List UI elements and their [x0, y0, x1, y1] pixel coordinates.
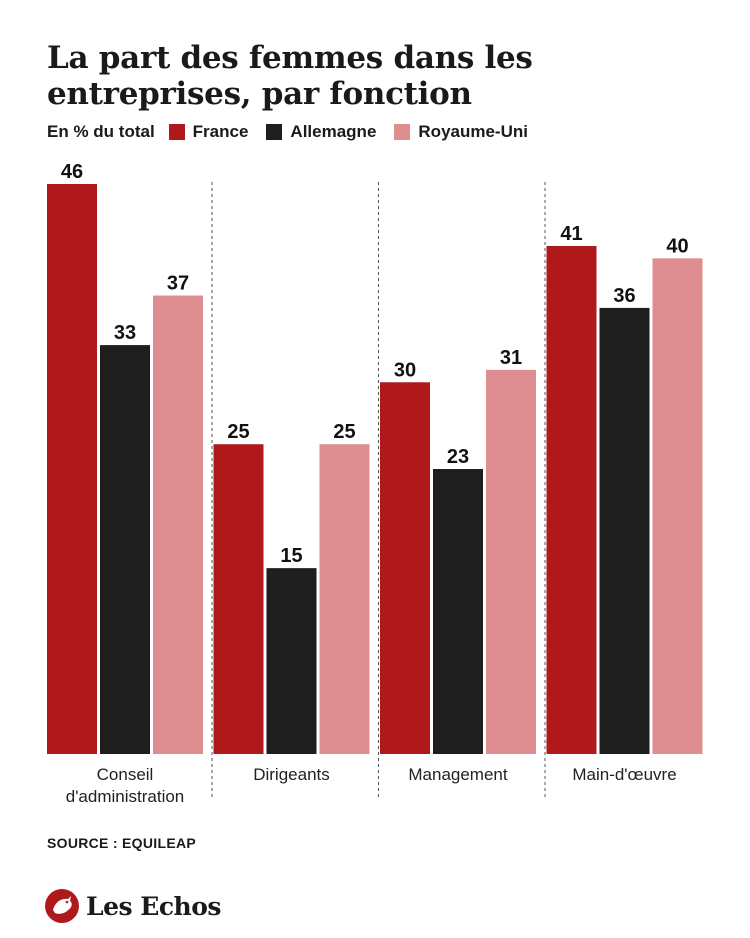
- rooster-icon: [45, 889, 79, 923]
- legend-item-royaume-uni: Royaume-Uni: [394, 122, 528, 142]
- value-label: 41: [560, 223, 582, 245]
- bar-chart: 46 33 37 Conseil d'administration 25 15 25 Dirig…: [47, 161, 703, 806]
- legend-swatch-royaume-uni: [394, 124, 411, 140]
- category-label: Conseil d'administration: [66, 765, 185, 806]
- category-label: Dirigeants: [253, 765, 330, 784]
- bar-allemagne: [100, 345, 150, 754]
- unit-label: En % du total: [47, 122, 155, 141]
- bar-allemagne: [266, 568, 317, 754]
- value-label: 15: [280, 545, 302, 567]
- value-label: 40: [666, 235, 688, 257]
- category-label: Management: [408, 765, 508, 784]
- value-label: 31: [500, 347, 522, 369]
- publisher-logo: Les Echos: [44, 888, 221, 924]
- bar-royaume-uni: [319, 444, 370, 754]
- legend-item-allemagne: Allemagne: [266, 122, 376, 142]
- brand-name: Les Echos: [86, 891, 221, 921]
- bar-france: [47, 184, 97, 754]
- bar-allemagne: [433, 469, 483, 754]
- value-label: 30: [394, 359, 416, 381]
- source-note: SOURCE : EQUILEAP: [47, 835, 197, 851]
- bar-royaume-uni: [652, 258, 703, 754]
- bar-royaume-uni: [153, 295, 203, 754]
- legend-item-france: France: [168, 122, 249, 142]
- value-label: 46: [61, 161, 83, 183]
- bar-france: [213, 444, 264, 754]
- bar-royaume-uni: [486, 369, 536, 754]
- value-label: 23: [447, 446, 469, 468]
- value-label: 33: [114, 322, 136, 344]
- legend-swatch-allemagne: [266, 124, 283, 140]
- legend-swatch-france: [168, 124, 185, 140]
- legend-label-allemagne: Allemagne: [290, 122, 377, 141]
- bar-france: [546, 245, 597, 754]
- value-label: 37: [167, 273, 189, 295]
- legend: En % du total France Allemagne Royaume-U…: [47, 122, 546, 142]
- chart-title: La part des femmes dans les entreprises,…: [47, 40, 533, 112]
- legend-label-royaume-uni: Royaume-Uni: [418, 122, 528, 141]
- category-label: Main-d'œuvre: [572, 765, 676, 784]
- value-label: 36: [613, 285, 635, 307]
- bar-allemagne: [599, 307, 650, 754]
- value-label: 25: [227, 421, 249, 443]
- legend-label-france: France: [192, 122, 249, 141]
- bar-france: [380, 382, 430, 754]
- value-label: 25: [333, 421, 355, 443]
